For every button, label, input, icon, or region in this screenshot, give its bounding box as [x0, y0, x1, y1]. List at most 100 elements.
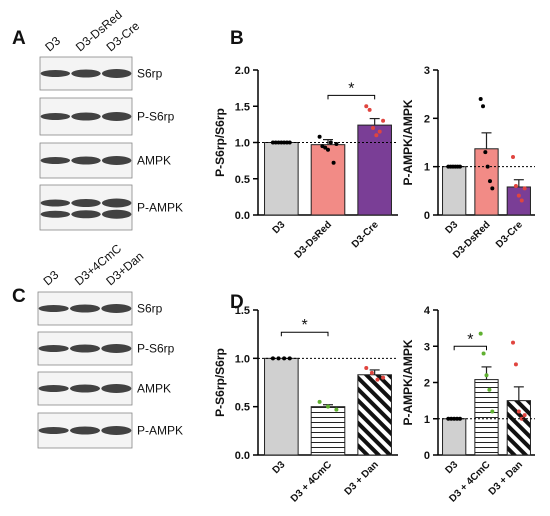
- lane-label: D3: [41, 268, 62, 289]
- data-point: [317, 399, 322, 404]
- panel-label: B: [230, 28, 244, 49]
- y-axis-label: P-S6rp/S6rp: [213, 348, 227, 417]
- band-label: P-AMPK: [137, 201, 183, 215]
- data-point: [287, 356, 292, 361]
- data-point: [522, 413, 527, 418]
- blot-band: [101, 384, 132, 393]
- data-point: [455, 416, 460, 421]
- blot-band: [38, 345, 69, 352]
- x-tick-label: D3 + Dan: [487, 459, 525, 497]
- blot-band: [71, 69, 101, 78]
- blot-band: [101, 426, 132, 435]
- data-point: [364, 366, 369, 370]
- blot-band: [71, 156, 101, 165]
- bar: [474, 148, 499, 216]
- band-label: S6rp: [137, 67, 163, 81]
- bar: [357, 374, 392, 456]
- blot-band: [101, 304, 132, 313]
- y-tick-label: 1.0: [235, 138, 250, 150]
- x-tick-label: D3: [271, 219, 288, 236]
- data-point: [323, 145, 328, 150]
- y-tick-label: 1: [424, 162, 430, 174]
- x-tick-label: D3-Cre: [494, 219, 525, 250]
- bar: [264, 142, 299, 216]
- data-point: [516, 409, 521, 414]
- y-tick-label: 0: [424, 210, 430, 222]
- y-tick-label: 1.5: [235, 305, 250, 317]
- data-point: [364, 104, 369, 109]
- y-tick-label: 4: [424, 305, 431, 317]
- data-point: [522, 186, 527, 191]
- y-tick-label: 0.5: [235, 174, 250, 186]
- x-tick-label: D3 + Dan: [343, 459, 381, 497]
- data-point: [381, 375, 386, 380]
- y-tick-label: 2.0: [235, 65, 250, 77]
- data-point: [490, 409, 495, 414]
- data-point: [334, 407, 339, 412]
- data-point: [516, 193, 521, 198]
- data-point: [287, 140, 292, 145]
- blot-band: [101, 209, 132, 219]
- significance-bracket: [327, 94, 376, 100]
- x-tick-label: D3-DsRed: [293, 219, 335, 261]
- x-tick-label: D3: [443, 459, 460, 476]
- band-label: P-S6rp: [137, 342, 175, 356]
- bar: [442, 166, 467, 216]
- panel-label: C: [12, 286, 26, 307]
- data-point: [490, 186, 495, 191]
- y-tick-label: 3: [424, 341, 430, 353]
- bar: [357, 124, 392, 216]
- data-point: [331, 160, 336, 165]
- data-point: [484, 373, 489, 378]
- bar: [506, 186, 531, 216]
- blot-band: [101, 69, 132, 78]
- data-point: [513, 184, 518, 188]
- bar: [310, 406, 346, 456]
- y-tick-label: 2: [424, 113, 430, 125]
- blot-band: [69, 384, 101, 393]
- blot-band: [71, 112, 101, 121]
- data-point: [487, 179, 492, 184]
- band-label: AMPK: [137, 154, 171, 168]
- y-tick-label: 0.5: [235, 402, 250, 414]
- blot-band: [40, 70, 71, 77]
- data-point: [326, 147, 330, 152]
- blot-band: [101, 198, 132, 208]
- blot-band: [40, 210, 71, 218]
- data-point: [483, 150, 488, 155]
- band-label: P-AMPK: [137, 424, 183, 438]
- band-label: AMPK: [137, 382, 171, 396]
- blot-band: [40, 157, 71, 164]
- blot-band: [71, 199, 101, 207]
- data-point: [511, 340, 516, 345]
- band-label: S6rp: [137, 302, 163, 316]
- data-point: [481, 351, 486, 356]
- data-point: [317, 134, 322, 139]
- blot-band: [69, 344, 101, 353]
- significance-label: *: [302, 317, 308, 334]
- data-point: [367, 107, 372, 112]
- x-tick-label: D3: [443, 219, 460, 236]
- bar: [506, 400, 531, 456]
- data-point: [270, 140, 275, 145]
- blot-band: [38, 385, 69, 392]
- data-point: [279, 140, 284, 145]
- panel-label: D: [230, 292, 244, 313]
- significance-label: *: [348, 80, 354, 97]
- data-point: [478, 331, 483, 336]
- significance-bracket: [280, 331, 329, 337]
- lane-label: D3: [42, 34, 63, 55]
- data-point: [270, 356, 275, 361]
- y-tick-label: 1.5: [235, 101, 250, 113]
- data-point: [375, 377, 380, 382]
- y-axis-label: P-AMPK/AMPK: [401, 99, 415, 185]
- data-point: [370, 126, 375, 130]
- y-axis-label: P-S6rp/S6rp: [213, 108, 227, 177]
- blot-band: [101, 112, 132, 121]
- data-point: [513, 362, 518, 367]
- y-tick-label: 2: [424, 378, 430, 390]
- band-label: P-S6rp: [137, 110, 175, 124]
- data-point: [369, 370, 374, 375]
- data-point: [519, 416, 524, 421]
